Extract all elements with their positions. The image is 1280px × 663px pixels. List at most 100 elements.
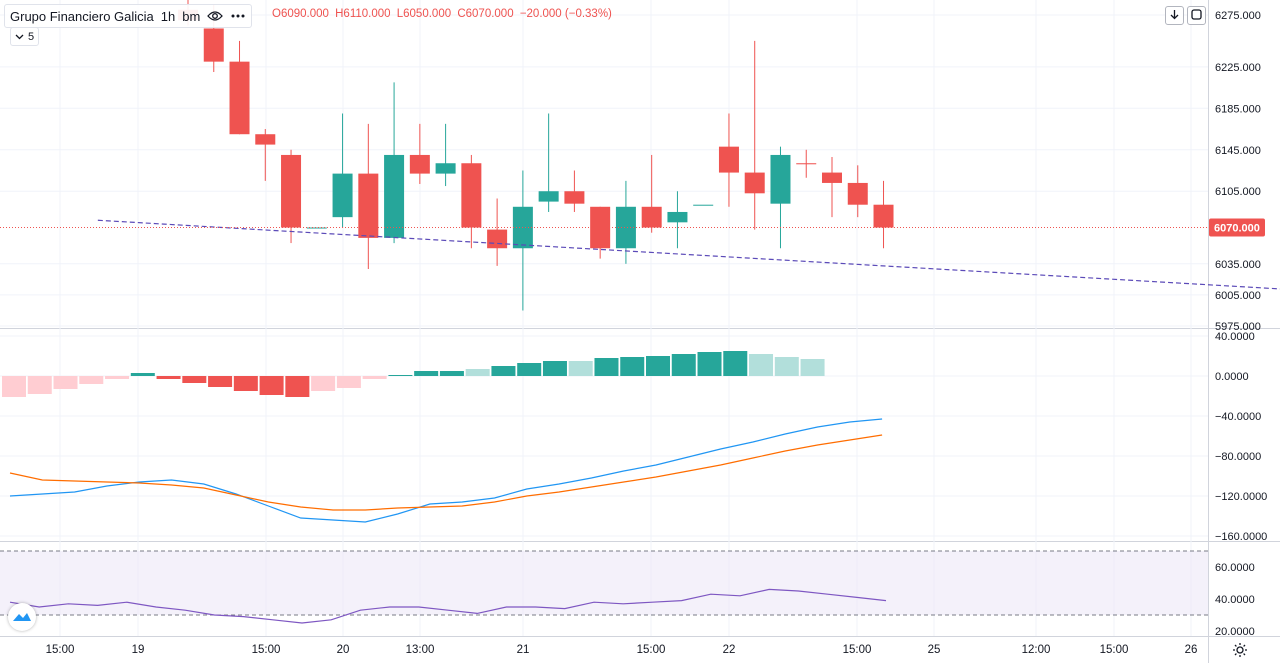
macd-histogram-bar [517,363,542,376]
macd-histogram-bar [233,376,258,391]
macd-histogram-bar [491,366,516,376]
interval-label[interactable]: 1h [160,8,176,24]
time-tick-label: 13:00 [406,644,435,656]
high-value: H6110.000 [335,8,391,20]
macd-histogram-bar [723,351,748,376]
candle-body [693,204,714,206]
open-value: O6090.000 [272,8,329,20]
candle-body [435,163,456,174]
macd-histogram-bar [130,373,155,376]
ohlc-values: O6090.000 H6110.000 L6050.000 C6070.000 … [272,8,615,20]
macd-histogram-bar [259,376,284,395]
time-tick-label: 22 [723,644,736,656]
symbol-legend: Grupo Financiero Galicia 1h bm [4,4,253,28]
time-tick-label: 20 [337,644,350,656]
macd-histogram-bar [800,359,825,376]
eye-icon[interactable] [207,8,224,24]
exchange-label: bm [182,8,201,24]
candle-body [873,204,894,228]
rsi-tick-label: 60.0000 [1215,562,1255,574]
macd-tick-label: −40.0000 [1215,411,1261,423]
macd-histogram-bar [542,361,567,376]
macd-histogram-bar [646,356,670,376]
price-tick-label: 6185.000 [1215,103,1261,115]
candle-body [203,28,224,62]
macd-pane [2,351,883,523]
macd-tick-label: 0.0000 [1215,371,1249,383]
indicators-collapse-button[interactable]: 5 [10,27,40,46]
macd-histogram-bar [620,357,645,376]
macd-histogram-bar [439,371,464,376]
candle-body [332,173,353,218]
trend-line [97,219,1280,290]
macd-tick-label: −120.0000 [1215,491,1267,503]
chevron-down-icon [15,31,24,43]
price-tick-label: 6225.000 [1215,62,1261,74]
candle-body [718,146,739,173]
candle-body [847,182,868,205]
close-value: C6070.000 [457,8,514,20]
time-tick-label: 12:00 [1022,644,1051,656]
macd-tick-label: 40.0000 [1215,331,1255,343]
candle-body [770,154,791,204]
candle-body [744,172,765,194]
candle-body [281,154,302,228]
rsi-tick-label: 40.0000 [1215,594,1255,606]
macd-histogram-bar [388,375,413,376]
macd-histogram-bar [362,376,387,379]
macd-line [9,418,883,523]
macd-histogram-bar [594,358,619,376]
macd-histogram-bar [2,376,26,397]
change-value: −20.000 (−0.33%) [519,8,612,20]
symbol-name: Grupo Financiero Galicia [10,8,154,24]
macd-histogram-bar [336,376,361,388]
macd-histogram-bar [208,376,233,387]
scroll-to-latest-button[interactable] [1165,6,1184,25]
macd-histogram-bar [182,376,207,383]
candle-body [564,191,585,204]
time-tick-label: 15:00 [843,644,872,656]
candle-body [667,211,688,223]
price-pane [0,0,1280,311]
macd-tick-label: −80.0000 [1215,451,1261,463]
candle-body [384,154,405,238]
more-dots-icon[interactable] [230,8,246,24]
macd-histogram-bar [311,376,336,391]
macd-histogram-bar [27,376,52,394]
time-tick-label: 15:00 [46,644,75,656]
candle-body [822,172,842,183]
tradingview-logo-icon[interactable] [8,603,36,631]
macd-histogram-bar [414,371,439,376]
candle-body [461,163,482,228]
time-tick-label: 21 [517,644,530,656]
macd-histogram-bar [285,376,310,397]
candle-body [358,173,379,238]
macd-histogram-bar [105,376,130,379]
price-tick-label: 6005.000 [1215,290,1261,302]
macd-histogram-bar [79,376,104,384]
rsi-band [0,551,1208,615]
time-tick-label: 25 [928,644,941,656]
gear-icon[interactable] [1230,640,1250,660]
price-tick-label: 5975.000 [1215,321,1261,333]
macd-histogram-bar [156,376,181,379]
rsi-pane [0,550,1208,624]
candle-body [641,206,662,228]
time-axis[interactable]: 15:00 19 15:00 20 13:00 21 15:00 22 15:00 25 12:00… [46,644,1198,656]
price-tick-label: 6275.000 [1215,10,1261,22]
fullscreen-icon [1191,8,1202,23]
time-tick-label: 15:00 [1100,644,1129,656]
candle-body [409,154,430,174]
candle-body [796,163,817,165]
candle-body [487,229,508,249]
macd-histogram-bar [568,361,593,376]
macd-histogram-bar [671,354,696,376]
price-tick-label: 6105.000 [1215,186,1261,198]
fullscreen-button[interactable] [1187,6,1206,25]
price-axis[interactable]: 6275.000 6225.000 6185.000 6145.000 6105.000… [1209,10,1267,638]
macd-histogram-bar [53,376,78,389]
rsi-tick-label: 20.0000 [1215,626,1255,638]
candle-body [229,61,250,135]
time-tick-label: 26 [1185,644,1198,656]
